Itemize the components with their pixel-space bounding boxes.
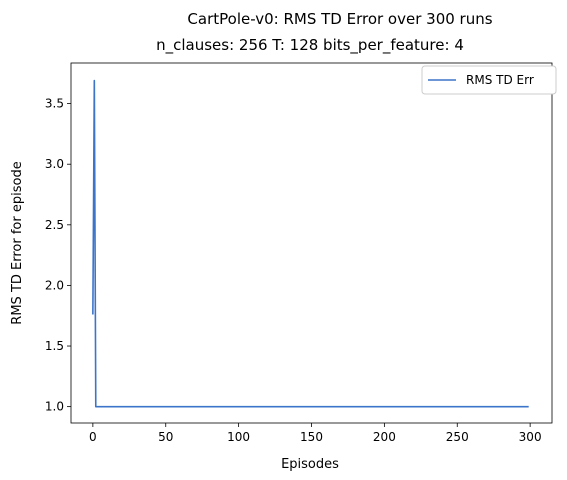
y-tick-label: 2.0 <box>45 278 64 292</box>
x-tick-label: 200 <box>373 430 396 444</box>
chart-title: CartPole-v0: RMS TD Error over 300 runs <box>187 10 492 28</box>
y-axis: 1.0 1.5 2.0 2.5 3.0 3.5 <box>45 97 71 414</box>
y-tick-label: 2.5 <box>45 218 64 232</box>
x-tick-label: 100 <box>227 430 250 444</box>
x-axis: 0 50 100 150 200 250 300 <box>89 423 542 444</box>
plot-frame <box>70 62 553 424</box>
y-tick-label: 1.0 <box>45 400 64 414</box>
plot-area <box>70 62 553 424</box>
series-layer <box>92 79 529 408</box>
x-tick-label: 0 <box>89 430 97 444</box>
x-axis-label: Episodes <box>281 457 339 472</box>
y-tick-label: 3.0 <box>45 157 64 171</box>
y-tick-label: 1.5 <box>45 339 64 353</box>
x-tick-label: 150 <box>300 430 323 444</box>
x-tick-label: 300 <box>519 430 542 444</box>
x-tick-label: 250 <box>446 430 469 444</box>
legend-box <box>421 65 557 95</box>
y-tick-label: 3.5 <box>45 97 64 111</box>
legend: RMS TD Err <box>421 65 557 95</box>
chart-subtitle: n_clauses: 256 T: 128 bits_per_feature: … <box>156 36 464 55</box>
legend-label: RMS TD Err <box>466 73 534 87</box>
y-axis-label: RMS TD Error for episode <box>10 161 25 324</box>
x-tick-label: 50 <box>158 430 173 444</box>
series-line <box>92 79 529 408</box>
